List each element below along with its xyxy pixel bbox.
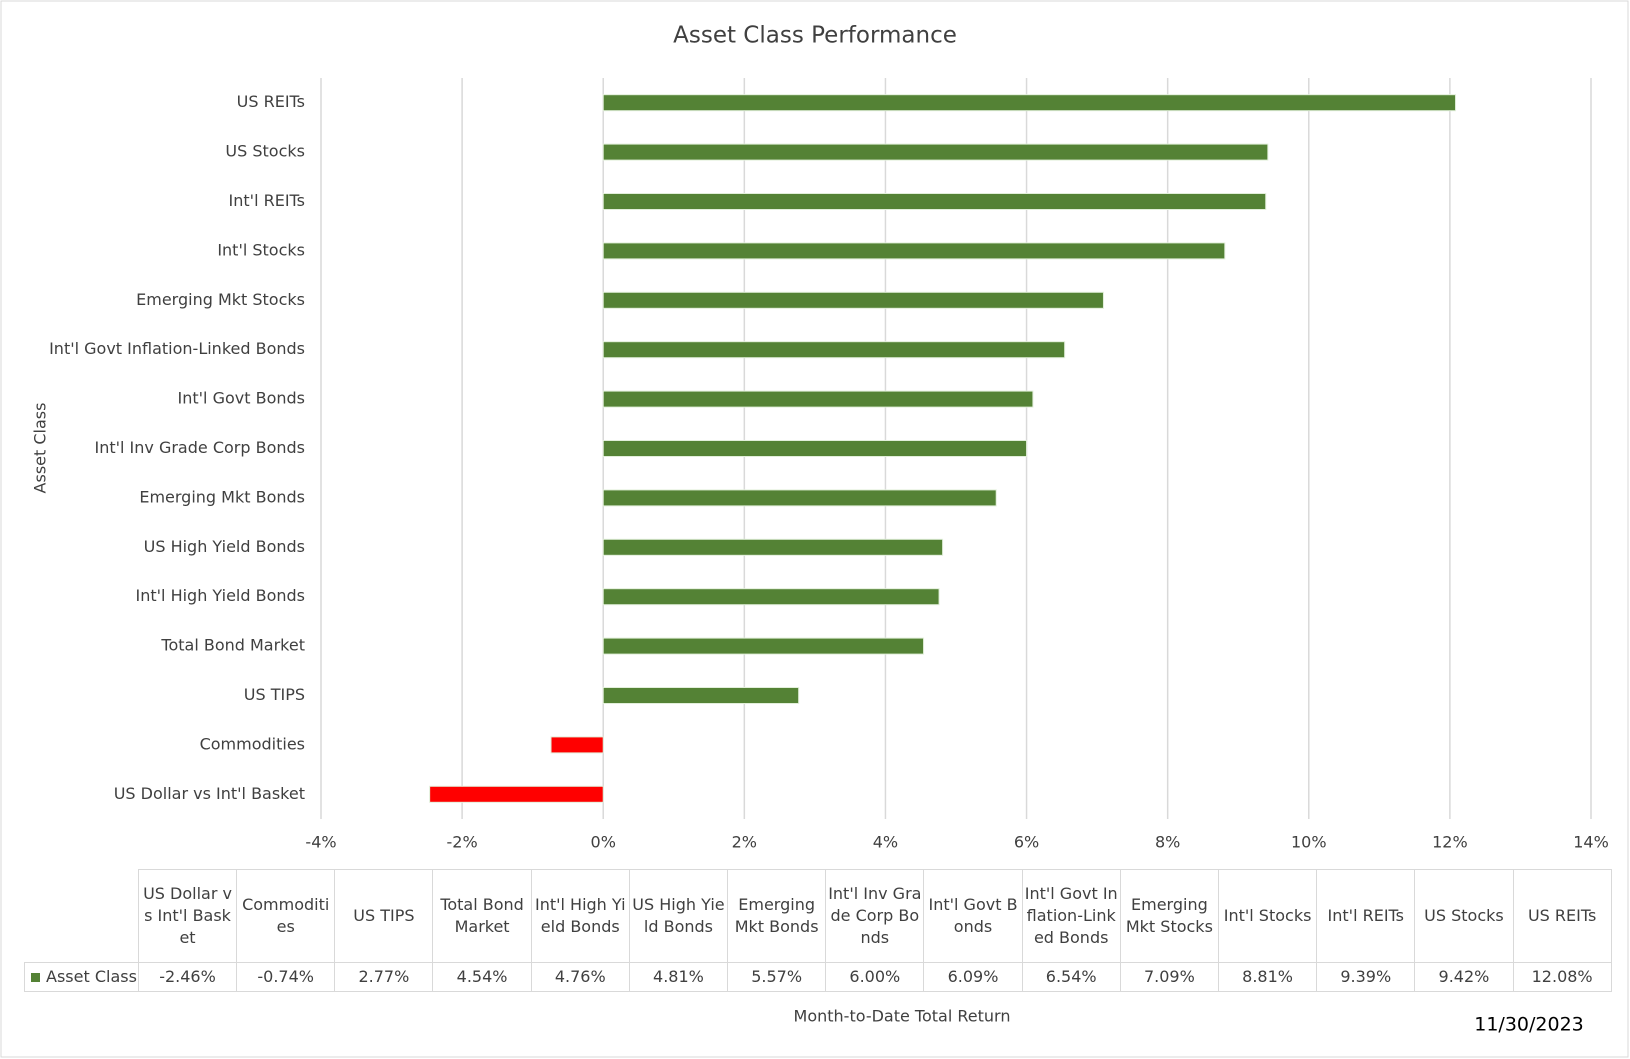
table-value-cell: 12.08% [1512,961,1612,992]
bar [602,291,1104,309]
x-tick-label: 12% [1432,833,1468,852]
table-header-cell: US Dollar vs Int'l Basket [137,869,238,963]
table-header-cell: US High Yield Bonds [628,869,729,963]
bar [602,489,997,507]
x-tick-label: 0% [591,833,616,852]
table-header-cell: Int'l High Yield Bonds [530,869,630,963]
x-tick-label: -4% [305,833,336,852]
y-tick-label: Int'l Stocks [217,240,305,259]
table-header-cell: Int'l Inv Grade Corp Bonds [825,869,925,963]
bar [602,143,1269,161]
table-header-cell: US TIPS [334,869,434,963]
bar [602,637,925,655]
bar [602,390,1034,408]
table-value-cell: 4.81% [628,961,729,992]
legend-cell: Asset Class [24,961,139,992]
x-axis-label: Month-to-Date Total Return [794,1007,1011,1026]
table-header-cell: Int'l Govt Bonds [923,869,1023,963]
y-tick-label: US Stocks [225,142,305,161]
y-tick-label: Int'l Govt Inflation-Linked Bonds [49,339,305,358]
y-tick-label: US High Yield Bonds [144,537,305,556]
bar [429,785,604,803]
x-tick-label: -2% [447,833,478,852]
bar [602,440,1028,457]
table-header-cell: Emerging Mkt Stocks [1119,869,1219,963]
table-header-cell: Int'l Govt Inflation-Linked Bonds [1021,869,1121,963]
bar [602,687,800,704]
y-tick-label: US Dollar vs Int'l Basket [114,784,305,803]
table-header-cell: US Stocks [1414,869,1514,963]
table-value-cell: 6.00% [825,961,925,992]
x-tick-label: 6% [1014,833,1039,852]
bar [602,588,940,606]
bar [550,736,604,754]
legend-swatch [31,972,40,982]
table-value-cell: 8.81% [1217,961,1318,992]
table-header-row: US Dollar vs Int'l Basket Commodities US T… [24,869,1612,963]
y-tick-label: US TIPS [244,685,305,704]
table-value-cell: -0.74% [236,961,336,992]
table-header-cell: Int'l Stocks [1217,869,1318,963]
table-header-cell: Total Bond Market [432,869,532,963]
table-header-cell: US REITs [1512,869,1612,963]
date-annotation: 11/30/2023 [1474,1014,1584,1036]
x-tick-label: 14% [1573,833,1609,852]
table-value-cell: 9.39% [1316,961,1416,992]
table-value-cell: 4.76% [530,961,630,992]
bar [602,242,1226,260]
table-header-cell: Emerging Mkt Bonds [727,869,827,963]
y-tick-label: Int'l REITs [229,191,305,210]
table-header-cell: Int'l REITs [1316,869,1416,963]
x-tick-label: 4% [873,833,898,852]
y-tick-label: Int'l Govt Bonds [178,389,305,408]
y-tick-label: US REITs [237,92,305,111]
table-value-cell: 6.09% [923,961,1023,992]
y-tick-label: Int'l High Yield Bonds [136,586,306,605]
y-tick-label: Emerging Mkt Stocks [136,290,305,309]
table-value-cell: 4.54% [432,961,532,992]
y-tick-label: Emerging Mkt Bonds [139,487,305,506]
table-value-cell: 7.09% [1119,961,1219,992]
bar [602,94,1457,112]
y-tick-label: Total Bond Market [160,636,305,655]
bar [602,341,1066,359]
y-tick-label: Commodities [200,734,305,753]
table-value-cell: 9.42% [1414,961,1514,992]
chart-title: Asset Class Performance [673,23,957,49]
table-corner [24,869,139,962]
data-table: US Dollar vs Int'l Basket Commodities US T… [24,869,1612,992]
y-tick-label: Int'l Inv Grade Corp Bonds [94,438,305,457]
table-value-cell: 2.77% [334,961,434,992]
bar [602,193,1267,210]
table-value-cell: -2.46% [137,961,238,992]
x-tick-label: 10% [1291,833,1327,852]
table-value-cell: 6.54% [1021,961,1121,992]
y-axis-label: Asset Class [31,403,50,494]
bar [602,538,944,556]
table-header-cell: Commodities [236,869,336,963]
table-value-cell: 5.57% [727,961,827,992]
x-tick-label: 2% [732,833,757,852]
table-data-row: Asset Class -2.46% -0.74% 2.77% 4.54% 4.76% 4.… [24,961,1612,992]
legend-label: Asset Class [46,966,137,986]
x-tick-label: 8% [1155,833,1180,852]
